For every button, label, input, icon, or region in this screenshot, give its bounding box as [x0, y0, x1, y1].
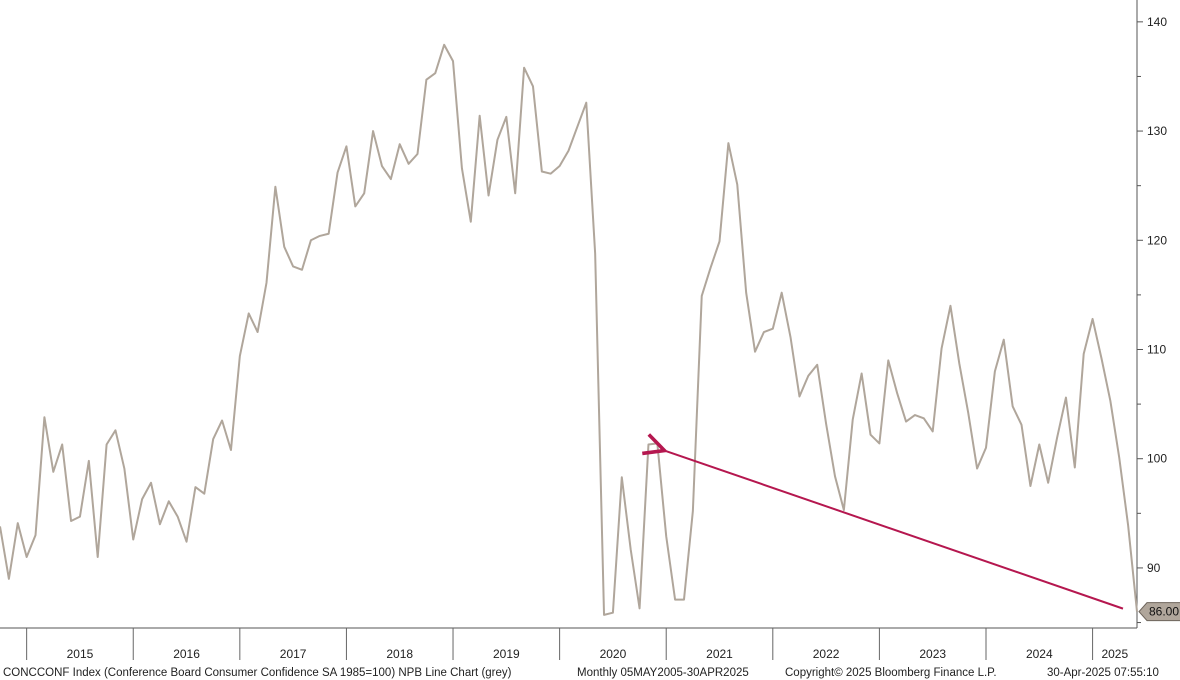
- y-tick-label: 120: [1147, 233, 1167, 247]
- footer-timestamp: 30-Apr-2025 07:55:10: [1047, 667, 1159, 679]
- annotation-group: [664, 451, 1124, 610]
- footer: CONCCONF Index (Conference Board Consume…: [3, 667, 1159, 679]
- x-tick-label: 2025: [1101, 647, 1128, 661]
- x-tick-label: 2023: [919, 647, 946, 661]
- y-tick-label: 140: [1147, 15, 1167, 29]
- y-tick-label: 100: [1147, 452, 1167, 466]
- y-tick-label: 110: [1147, 342, 1166, 356]
- x-tick-label: 2021: [706, 647, 733, 661]
- y-axis: 90 100 110 120 130 140 86.00: [1136, 0, 1180, 628]
- x-tick-label: 2018: [386, 647, 413, 661]
- series-line: [0, 43, 1138, 616]
- x-tick-label: 2017: [280, 647, 307, 661]
- series-line-group: [0, 43, 1138, 616]
- x-tick-label: 2022: [813, 647, 840, 661]
- x-tick-label: 2015: [67, 647, 94, 661]
- annotation-arrow: [664, 451, 1124, 610]
- y-tick-label: 130: [1147, 124, 1167, 138]
- footer-index-description: CONCCONF Index (Conference Board Consume…: [3, 667, 512, 679]
- x-tick-label: 2020: [600, 647, 627, 661]
- last-value-badge: [1138, 602, 1180, 622]
- footer-frequency: Monthly 05MAY2005-30APR2025: [577, 667, 749, 679]
- footer-copyright: Copyright© 2025 Bloomberg Finance L.P.: [785, 667, 997, 679]
- x-tick-label: 2016: [173, 647, 200, 661]
- y-tick-label: 90: [1147, 561, 1161, 575]
- x-tick-label: 2024: [1026, 647, 1053, 661]
- x-axis: 2015 2016 2017 2018 2019 2020 2021 2022 2023 2024…: [0, 627, 1137, 661]
- x-tick-label: 2019: [493, 647, 520, 661]
- last-value-label: 86.00: [1149, 605, 1179, 619]
